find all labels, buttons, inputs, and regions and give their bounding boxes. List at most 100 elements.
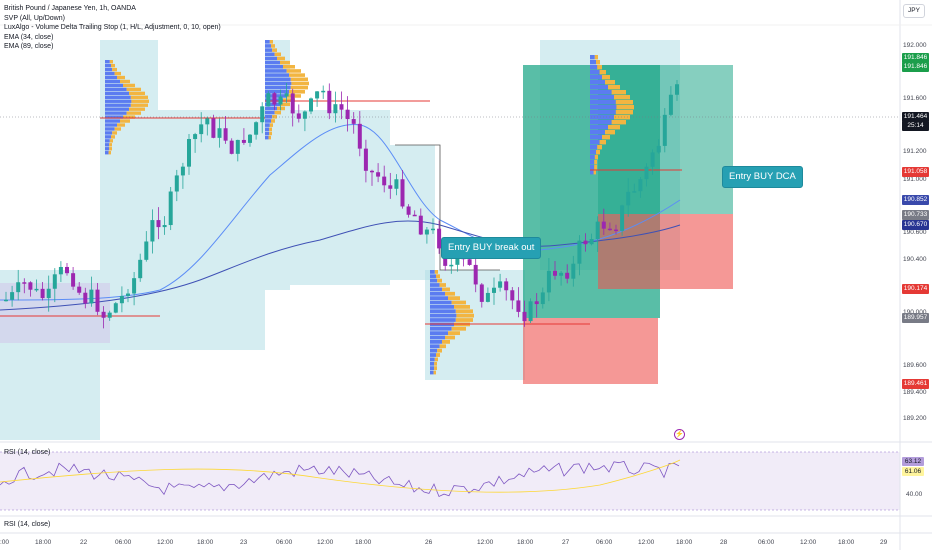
candle-body xyxy=(455,254,460,265)
volume-profile-bar xyxy=(272,48,277,52)
lightning-icon[interactable]: ⚡ xyxy=(674,429,685,440)
volume-profile-bar xyxy=(105,67,113,72)
volume-profile-bar xyxy=(593,170,596,175)
volume-profile-bar xyxy=(590,125,608,130)
volume-profile-bar xyxy=(105,143,110,147)
candle-body xyxy=(553,270,557,276)
volume-profile-bar xyxy=(123,83,135,88)
loss-zone-breakout xyxy=(523,318,658,384)
indicator-ema34[interactable]: EMA (34, close) xyxy=(4,33,54,41)
candle-body xyxy=(187,139,191,167)
volume-profile-bar xyxy=(596,60,600,65)
volume-profile-bar xyxy=(265,65,283,69)
rsi-axis-label: 40.00 xyxy=(906,491,923,498)
volume-profile-bar xyxy=(602,75,610,80)
trail-stop-zone xyxy=(290,110,390,285)
time-axis-label: 06:00 xyxy=(276,539,293,546)
indicator-svp[interactable]: SVP (All, Up/Down) xyxy=(4,14,65,22)
candle-body xyxy=(363,148,368,171)
candle-body xyxy=(510,290,515,301)
candle-body xyxy=(620,205,625,231)
loss-zone-dca xyxy=(598,214,733,289)
indicator-ema89[interactable]: EMA (89, close) xyxy=(4,43,54,50)
volume-profile-bar xyxy=(430,331,448,336)
volume-profile-bar xyxy=(265,131,270,136)
volume-profile-bar xyxy=(290,77,308,82)
candle-body xyxy=(382,176,387,186)
volume-profile-bar xyxy=(265,127,270,132)
price-axis-label: 190.400 xyxy=(903,256,927,263)
indicator-luxalgo[interactable]: LuxAlgo - Volume Delta Trailing Stop (1,… xyxy=(4,24,221,31)
volume-profile-bar xyxy=(290,85,308,90)
candle-body xyxy=(583,240,588,245)
candle-body xyxy=(241,139,246,143)
volume-profile-bar xyxy=(590,170,594,175)
candle-body xyxy=(16,282,21,293)
volume-profile-bar xyxy=(437,278,442,283)
volume-profile-bar xyxy=(590,60,596,65)
callout-entry-breakout[interactable]: Entry BUY break out xyxy=(441,237,542,259)
volume-profile-bar xyxy=(605,130,615,135)
volume-profile-bar xyxy=(269,127,272,132)
candle-body xyxy=(107,312,112,318)
time-axis-label: 12:00 xyxy=(317,539,334,546)
candle-body xyxy=(607,228,612,231)
volume-profile-bar xyxy=(265,115,273,119)
candle-body xyxy=(406,206,411,215)
volume-profile-bar xyxy=(109,147,112,151)
candle-body xyxy=(266,93,271,107)
candle-body xyxy=(467,259,472,265)
candle-body xyxy=(71,273,76,287)
time-axis-label: 12:00 xyxy=(477,539,494,546)
volume-profile-bar xyxy=(105,91,129,96)
candle-body xyxy=(83,292,88,304)
volume-profile-bar xyxy=(596,150,600,155)
rsi-title-2[interactable]: RSI (14, close) xyxy=(4,521,51,528)
rsi-band xyxy=(0,452,900,510)
volume-profile-bar xyxy=(129,107,145,111)
volume-profile-bar xyxy=(430,335,445,340)
volume-profile-bar xyxy=(590,110,616,115)
time-axis-label: 12:00 xyxy=(157,539,174,546)
volume-profile-bar xyxy=(265,119,271,123)
volume-profile-bar xyxy=(126,111,141,115)
volume-profile-bar xyxy=(434,270,438,274)
volume-profile-bar xyxy=(437,348,442,353)
volume-profile-bar xyxy=(268,135,271,140)
volume-profile-bar xyxy=(131,99,149,103)
candle-body xyxy=(437,228,442,249)
volume-profile-bar xyxy=(105,119,120,123)
candle-body xyxy=(138,259,143,279)
time-axis-label: :00 xyxy=(0,539,10,546)
volume-profile-bar xyxy=(105,103,131,107)
volume-profile-bar xyxy=(436,353,440,357)
volume-profile-bar xyxy=(105,87,127,92)
currency-button[interactable]: JPY xyxy=(903,4,925,18)
volume-profile-bar xyxy=(265,48,273,52)
candle-body xyxy=(370,170,374,173)
candle-body xyxy=(46,288,51,299)
volume-profile-bar xyxy=(605,80,615,85)
volume-profile-bar xyxy=(455,309,473,314)
volume-profile-bar xyxy=(265,77,291,82)
volume-profile-bar xyxy=(451,326,466,331)
volume-profile-bar xyxy=(105,79,120,84)
volume-profile-bar xyxy=(265,73,289,77)
volume-profile-bar xyxy=(434,357,438,362)
candle-body xyxy=(424,229,429,235)
candle-body xyxy=(376,172,381,177)
callout-entry-dca[interactable]: Entry BUY DCA xyxy=(722,166,803,188)
symbol-title[interactable]: British Pound / Japanese Yen, 1h, OANDA xyxy=(4,5,136,12)
candle-body xyxy=(650,152,655,167)
volume-profile-bar xyxy=(283,65,295,69)
volume-profile-bar xyxy=(611,90,626,95)
volume-profile-bar xyxy=(430,309,456,314)
volume-profile-bar xyxy=(105,99,132,103)
rsi-title[interactable]: RSI (14, close) xyxy=(4,449,51,456)
high-tag: 191.846 xyxy=(902,62,929,72)
trail-stop-tag: 191.058 xyxy=(902,167,929,177)
volume-profile-bar xyxy=(265,44,271,48)
volume-profile-bar xyxy=(597,145,602,150)
